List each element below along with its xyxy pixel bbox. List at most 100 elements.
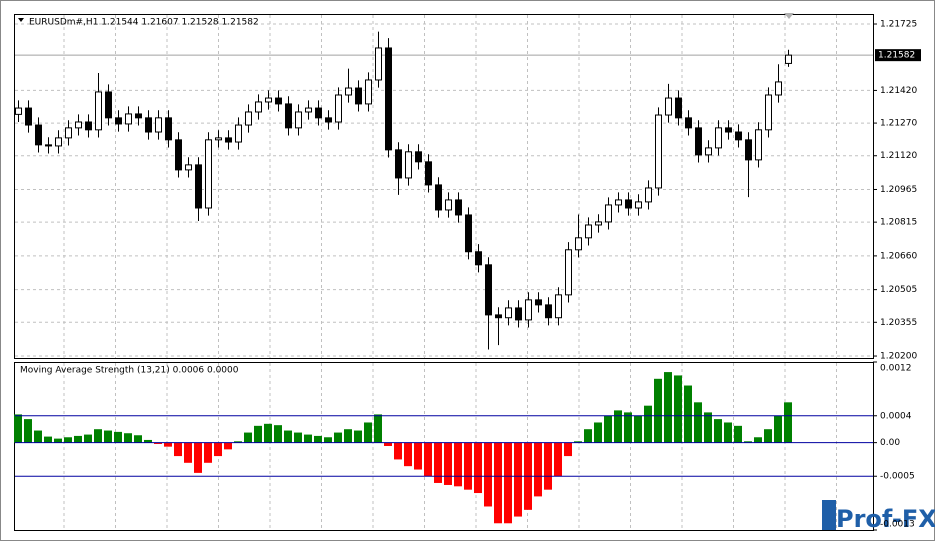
histogram-bar [264, 423, 272, 443]
candle-body [545, 304, 552, 319]
histogram-bar [754, 437, 762, 443]
histogram-bar [54, 438, 62, 443]
histogram-bar [464, 442, 472, 490]
histogram-bar [274, 425, 282, 443]
candle-body [215, 137, 222, 141]
candle-body [65, 127, 72, 139]
y-tick-label: -0.0005 [880, 472, 915, 482]
candle-body [35, 124, 42, 146]
y-tick-label: 1.21725 [880, 20, 917, 30]
y-tick-label: 1.20505 [880, 285, 917, 295]
candle-body [455, 199, 462, 216]
candle-body [625, 199, 632, 209]
histogram-bar [404, 442, 412, 467]
histogram-bar [574, 441, 582, 443]
histogram-bar [374, 414, 382, 443]
histogram-bar [434, 442, 442, 483]
candle-body [465, 214, 472, 253]
histogram-bar [504, 442, 512, 524]
y-tick-label: 1.20355 [880, 318, 917, 328]
candle-body [715, 127, 722, 149]
candle-body [375, 47, 382, 81]
candle-body [535, 299, 542, 306]
histogram-bar [234, 441, 242, 443]
watermark: Prof-FX [836, 505, 935, 533]
histogram-bar [214, 442, 222, 457]
candle-body [55, 137, 62, 147]
y-tick-label: 1.20200 [880, 352, 917, 362]
histogram-bar [14, 414, 22, 443]
histogram-bar [184, 442, 192, 463]
candle-body [615, 199, 622, 206]
histogram-bar [174, 442, 182, 457]
histogram-bar [544, 442, 552, 490]
y-tick-label: 0.0012 [880, 364, 912, 374]
y-tick-label: 1.20815 [880, 218, 917, 228]
candle-body [445, 199, 452, 211]
histogram-bar [684, 385, 692, 443]
last-price-label: 1.21582 [878, 51, 915, 61]
candle-body [785, 54, 792, 64]
candle-body [385, 47, 392, 151]
candle-body [555, 294, 562, 319]
candle-body [95, 91, 102, 131]
histogram-bar [324, 437, 332, 443]
histogram-bar [714, 419, 722, 443]
histogram-bar [644, 405, 652, 443]
histogram-bar [654, 378, 662, 443]
candle-body [705, 147, 712, 156]
candle-body [225, 137, 232, 143]
histogram-bar [354, 430, 362, 443]
histogram-bar [74, 435, 82, 443]
histogram-bar [474, 442, 482, 494]
y-tick-label: 1.20965 [880, 185, 917, 195]
candle-body [415, 151, 422, 163]
y-tick-label: 1.21120 [880, 151, 917, 161]
histogram-bar [344, 429, 352, 443]
histogram-bar [304, 434, 312, 443]
candle-body [635, 201, 642, 209]
candle-body [175, 139, 182, 171]
candle-body [735, 131, 742, 141]
price-panel [14, 14, 874, 359]
histogram-bar [414, 442, 422, 470]
y-tick-label: 0.0004 [880, 411, 912, 421]
histogram-bar [254, 425, 262, 443]
histogram-bar [334, 432, 342, 443]
candle-body [185, 164, 192, 171]
candle-body [105, 91, 112, 119]
histogram-bar [44, 436, 52, 443]
candle-body [595, 221, 602, 226]
histogram-bar [564, 442, 572, 457]
histogram-bar [734, 425, 742, 443]
candle-body [395, 149, 402, 179]
histogram-bar [624, 412, 632, 443]
candle-body [655, 114, 662, 189]
histogram-bar [204, 442, 212, 463]
candle-body [695, 127, 702, 156]
histogram-bar [84, 434, 92, 443]
histogram-bar [664, 372, 672, 443]
candle-body [575, 237, 582, 251]
histogram-bar [294, 432, 302, 443]
histogram-bar [674, 375, 682, 443]
candle-body [265, 97, 272, 103]
histogram-bar [764, 429, 772, 443]
candle-body [305, 107, 312, 113]
candle-body [355, 87, 362, 105]
y-tick-label: 1.21270 [880, 119, 917, 129]
candle-body [245, 111, 252, 126]
candle-body [745, 139, 752, 161]
candle-body [325, 117, 332, 123]
candle-body [495, 314, 502, 319]
histogram-bar [454, 442, 462, 487]
candle-body [315, 107, 322, 119]
histogram-bar [484, 442, 492, 507]
candle-body [485, 264, 492, 316]
y-tick-label: 1.20660 [880, 251, 917, 261]
histogram-bar [774, 415, 782, 443]
candle-body [25, 107, 32, 126]
candle-body [115, 117, 122, 125]
candle-body [145, 117, 152, 133]
